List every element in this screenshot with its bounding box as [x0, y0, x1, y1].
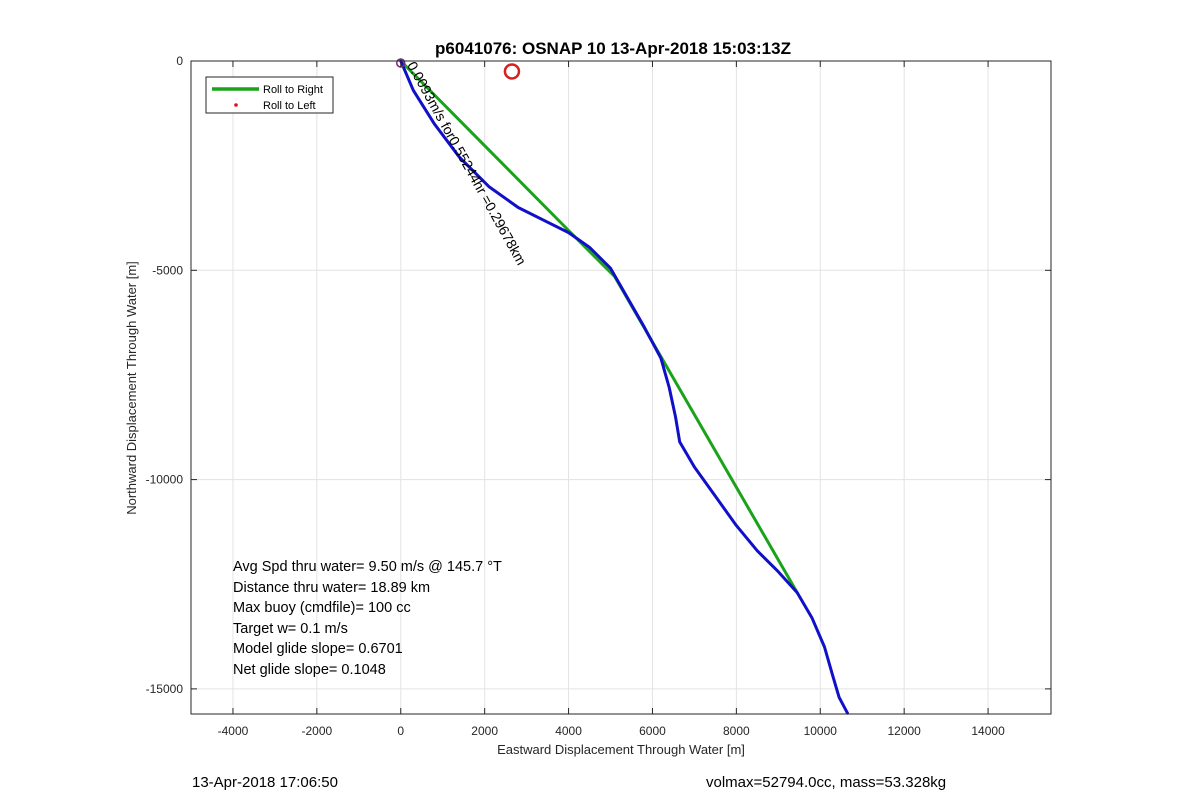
stat-max-buoy: Max buoy (cmdfile)= 100 cc — [233, 600, 411, 616]
y-axis-label: Northward Displacement Through Water [m] — [124, 261, 139, 515]
x-tick-label: 6000 — [639, 724, 666, 738]
series-line-1 — [399, 59, 849, 715]
y-tick-label: 0 — [176, 54, 183, 68]
circle-marker — [503, 63, 521, 80]
y-tick-label: -15000 — [146, 682, 184, 696]
legend-dot-swatch — [234, 103, 238, 107]
stat-model-glide-slope: Model glide slope= 0.6701 — [233, 641, 403, 657]
y-tick-label: -10000 — [146, 473, 184, 487]
chart-title: p6041076: OSNAP 10 13-Apr-2018 15:03:13Z — [435, 39, 791, 58]
x-tick-label: 2000 — [471, 724, 498, 738]
x-tick-label: 14000 — [971, 724, 1005, 738]
plot-area — [191, 61, 1051, 714]
legend: Roll to Right Roll to Left — [205, 76, 334, 114]
ticks-group: -4000 -2000 0 2000 4000 6000 8000 10000 12000 140… — [146, 54, 1051, 738]
stat-target-w: Target w= 0.1 m/s — [233, 620, 348, 637]
legend-label: Roll to Left — [263, 100, 316, 112]
footer-vol-mass: volmax=52794.0cc, mass=53.328kg — [706, 774, 947, 791]
x-tick-label: -2000 — [302, 724, 333, 738]
x-tick-label: 4000 — [555, 724, 582, 738]
y-tick-label: -5000 — [152, 263, 183, 277]
legend-label: Roll to Right — [263, 84, 323, 96]
x-tick-label: 12000 — [887, 724, 921, 738]
plot-frame — [190, 60, 1052, 715]
x-tick-label: 0 — [397, 724, 404, 738]
stat-net-glide-slope: Net glide slope= 0.1048 — [233, 661, 386, 678]
series-line-0 — [399, 59, 799, 595]
legend-box — [205, 76, 334, 114]
series-group — [399, 59, 849, 715]
stats-block: Avg Spd thru water= 9.50 m/s @ 145.7 °T … — [233, 557, 502, 680]
x-tick-label: 8000 — [723, 724, 750, 738]
stat-avg-speed: Avg Spd thru water= 9.50 m/s @ 145.7 °T — [233, 559, 502, 575]
stat-distance: Distance thru water= 18.89 km — [233, 579, 431, 596]
x-tick-label: 10000 — [804, 724, 838, 738]
x-tick-label: -4000 — [218, 724, 249, 738]
footer-timestamp: 13-Apr-2018 17:06:50 — [192, 774, 338, 791]
x-axis-label: Eastward Displacement Through Water [m] — [497, 742, 745, 757]
